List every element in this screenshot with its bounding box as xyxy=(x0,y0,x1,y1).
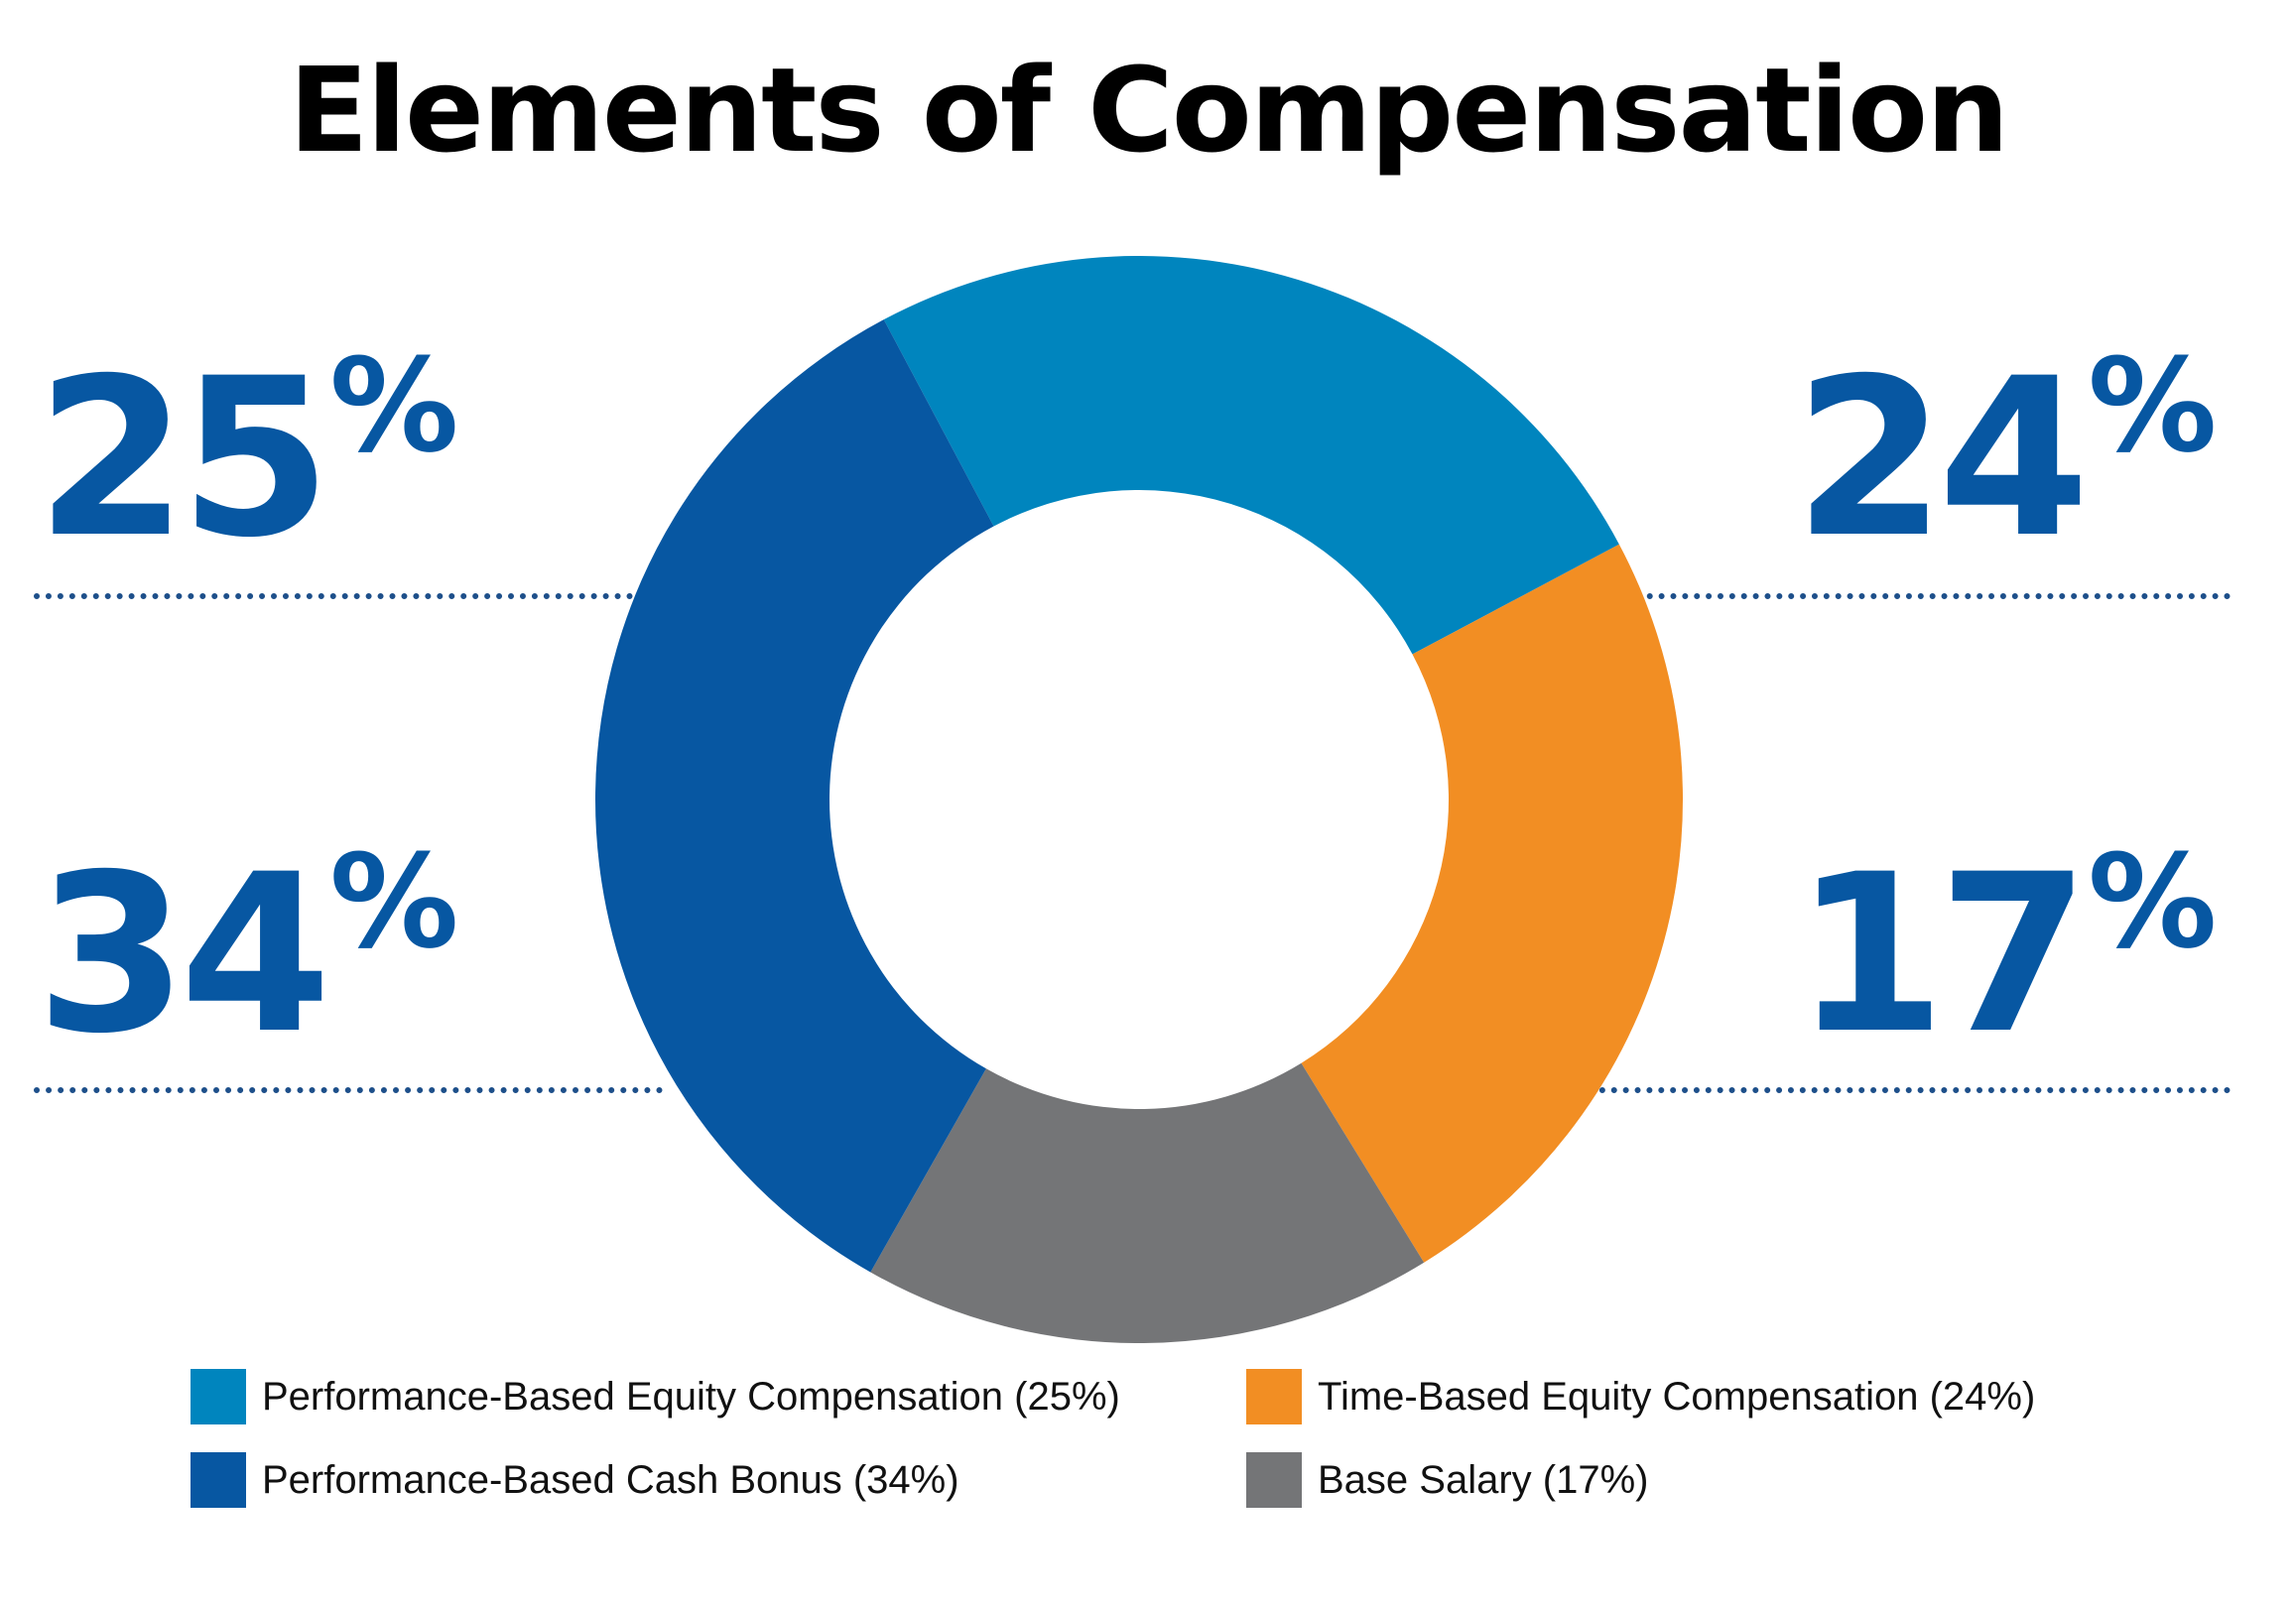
callout-value: 17 xyxy=(1794,827,2090,1081)
legend-item-cash-bonus: Performance-Based Cash Bonus (34%) xyxy=(191,1452,959,1508)
dotted-divider-top-left xyxy=(34,593,633,599)
legend-swatch xyxy=(191,1369,246,1424)
callout-base-salary: 17% xyxy=(1794,837,2217,1063)
donut-slice-performance-equity xyxy=(883,256,1619,655)
legend-item-base-salary: Base Salary (17%) xyxy=(1246,1452,1648,1508)
callout-value: 24 xyxy=(1794,331,2090,585)
donut-slice-time-equity xyxy=(1301,544,1683,1263)
callout-unit: % xyxy=(329,826,459,977)
callout-value: 34 xyxy=(36,827,331,1081)
callout-value: 25 xyxy=(36,331,331,585)
callout-unit: % xyxy=(2088,330,2218,481)
donut-slice-cash-bonus xyxy=(594,319,994,1273)
legend-label: Time-Based Equity Compensation (24%) xyxy=(1318,1374,2036,1419)
callout-time-equity: 24% xyxy=(1794,341,2217,567)
callout-unit: % xyxy=(329,330,459,481)
callout-unit: % xyxy=(2088,826,2218,977)
legend-swatch xyxy=(1246,1369,1302,1424)
dotted-divider-top-right xyxy=(1623,593,2231,599)
legend-item-performance-equity: Performance-Based Equity Compensation (2… xyxy=(191,1369,1120,1424)
dotted-divider-bottom-right xyxy=(1588,1087,2231,1093)
dotted-divider-bottom-left xyxy=(34,1087,663,1093)
chart-title: Elements of Compensation xyxy=(288,42,2009,179)
callout-cash-bonus: 34% xyxy=(36,837,458,1063)
legend-swatch xyxy=(191,1452,246,1508)
legend-label: Performance-Based Cash Bonus (34%) xyxy=(262,1457,959,1502)
callout-performance-equity: 25% xyxy=(36,341,458,567)
legend-swatch xyxy=(1246,1452,1302,1508)
legend-label: Base Salary (17%) xyxy=(1318,1457,1649,1502)
legend-label: Performance-Based Equity Compensation (2… xyxy=(262,1374,1120,1419)
legend-item-time-equity: Time-Based Equity Compensation (24%) xyxy=(1246,1369,2035,1424)
donut-slice-base-salary xyxy=(870,1062,1425,1343)
